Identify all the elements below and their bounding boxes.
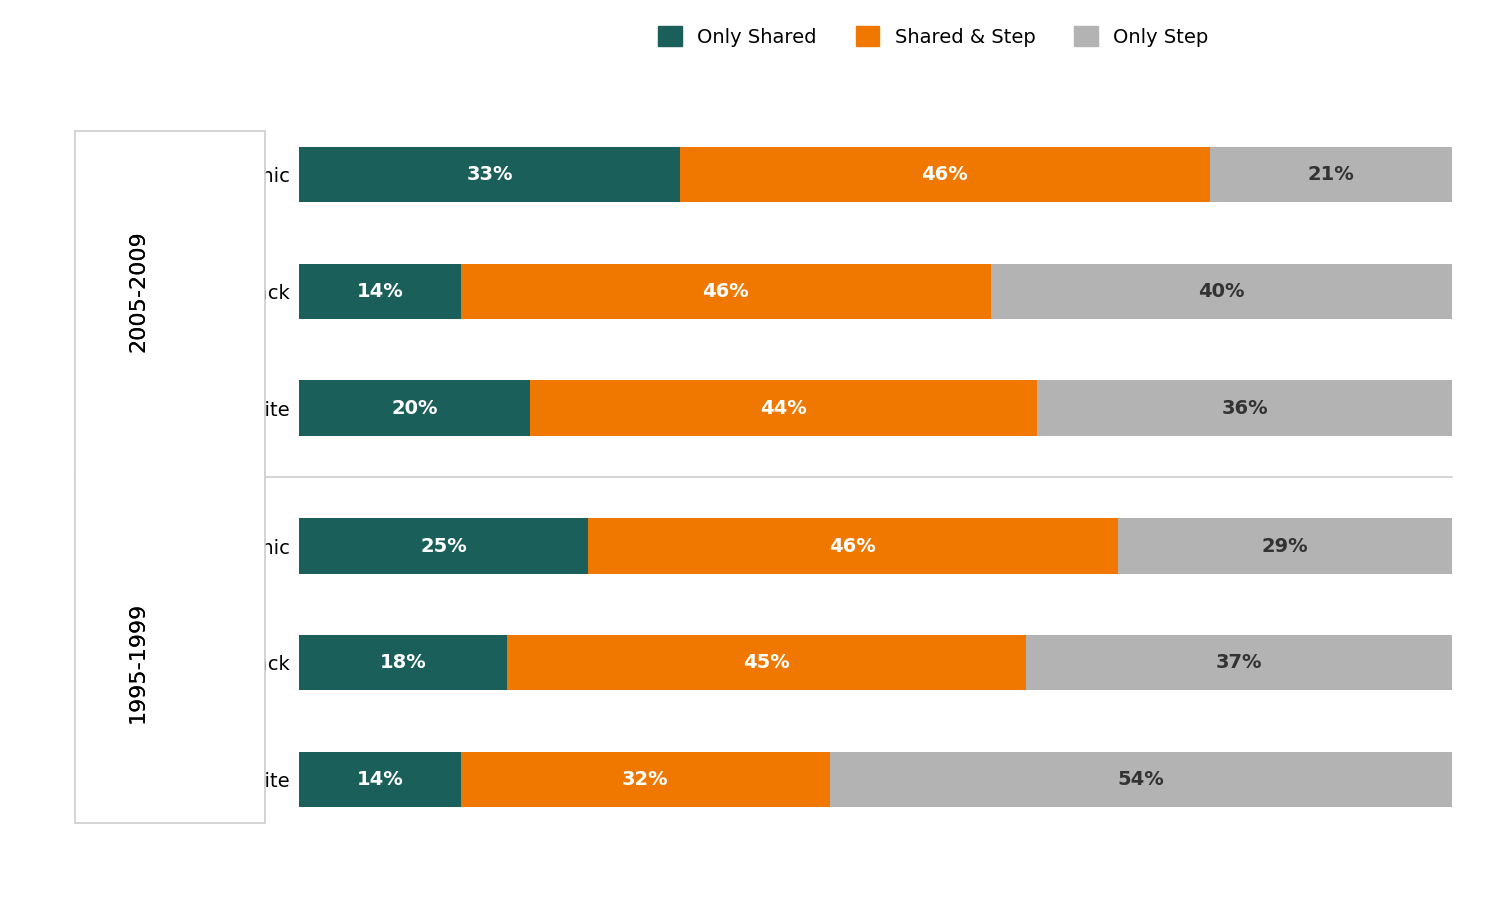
Text: 14%: 14% <box>356 282 404 300</box>
Bar <box>461 264 991 319</box>
Text: 18%: 18% <box>380 653 427 672</box>
Text: 21%: 21% <box>1308 165 1355 184</box>
Bar <box>530 380 1037 436</box>
Bar <box>299 264 461 319</box>
Bar <box>587 518 1118 573</box>
Bar <box>1210 147 1452 202</box>
Bar <box>299 518 587 573</box>
Bar <box>299 380 530 436</box>
Text: 36%: 36% <box>1222 398 1268 418</box>
Text: 2005-2009: 2005-2009 <box>129 231 148 353</box>
Bar <box>461 752 829 807</box>
Text: 25%: 25% <box>421 536 467 555</box>
Text: 44%: 44% <box>760 398 807 418</box>
Text: 29%: 29% <box>1262 536 1308 555</box>
Text: 40%: 40% <box>1198 282 1246 300</box>
Bar <box>507 635 1025 691</box>
Bar <box>299 635 507 691</box>
Bar <box>299 752 461 807</box>
Text: 46%: 46% <box>829 536 876 555</box>
Bar <box>829 752 1452 807</box>
Text: 46%: 46% <box>922 165 969 184</box>
Bar <box>1118 518 1452 573</box>
Text: 1995-1999: 1995-1999 <box>129 602 148 723</box>
Text: 2005-2009: 2005-2009 <box>129 231 148 353</box>
Text: 32%: 32% <box>621 770 669 789</box>
Text: 45%: 45% <box>743 653 789 672</box>
Text: 46%: 46% <box>702 282 750 300</box>
Text: 33%: 33% <box>467 165 513 184</box>
Text: 14%: 14% <box>356 770 404 789</box>
Text: 54%: 54% <box>1117 770 1165 789</box>
Text: 37%: 37% <box>1216 653 1262 672</box>
Bar <box>299 147 680 202</box>
Bar <box>991 264 1452 319</box>
Bar <box>1025 635 1452 691</box>
Bar <box>680 147 1210 202</box>
FancyBboxPatch shape <box>75 131 265 823</box>
Legend: Only Shared, Shared & Step, Only Step: Only Shared, Shared & Step, Only Step <box>648 16 1219 57</box>
Bar <box>1037 380 1452 436</box>
Text: 1995-1999: 1995-1999 <box>129 602 148 723</box>
Text: 20%: 20% <box>391 398 439 418</box>
